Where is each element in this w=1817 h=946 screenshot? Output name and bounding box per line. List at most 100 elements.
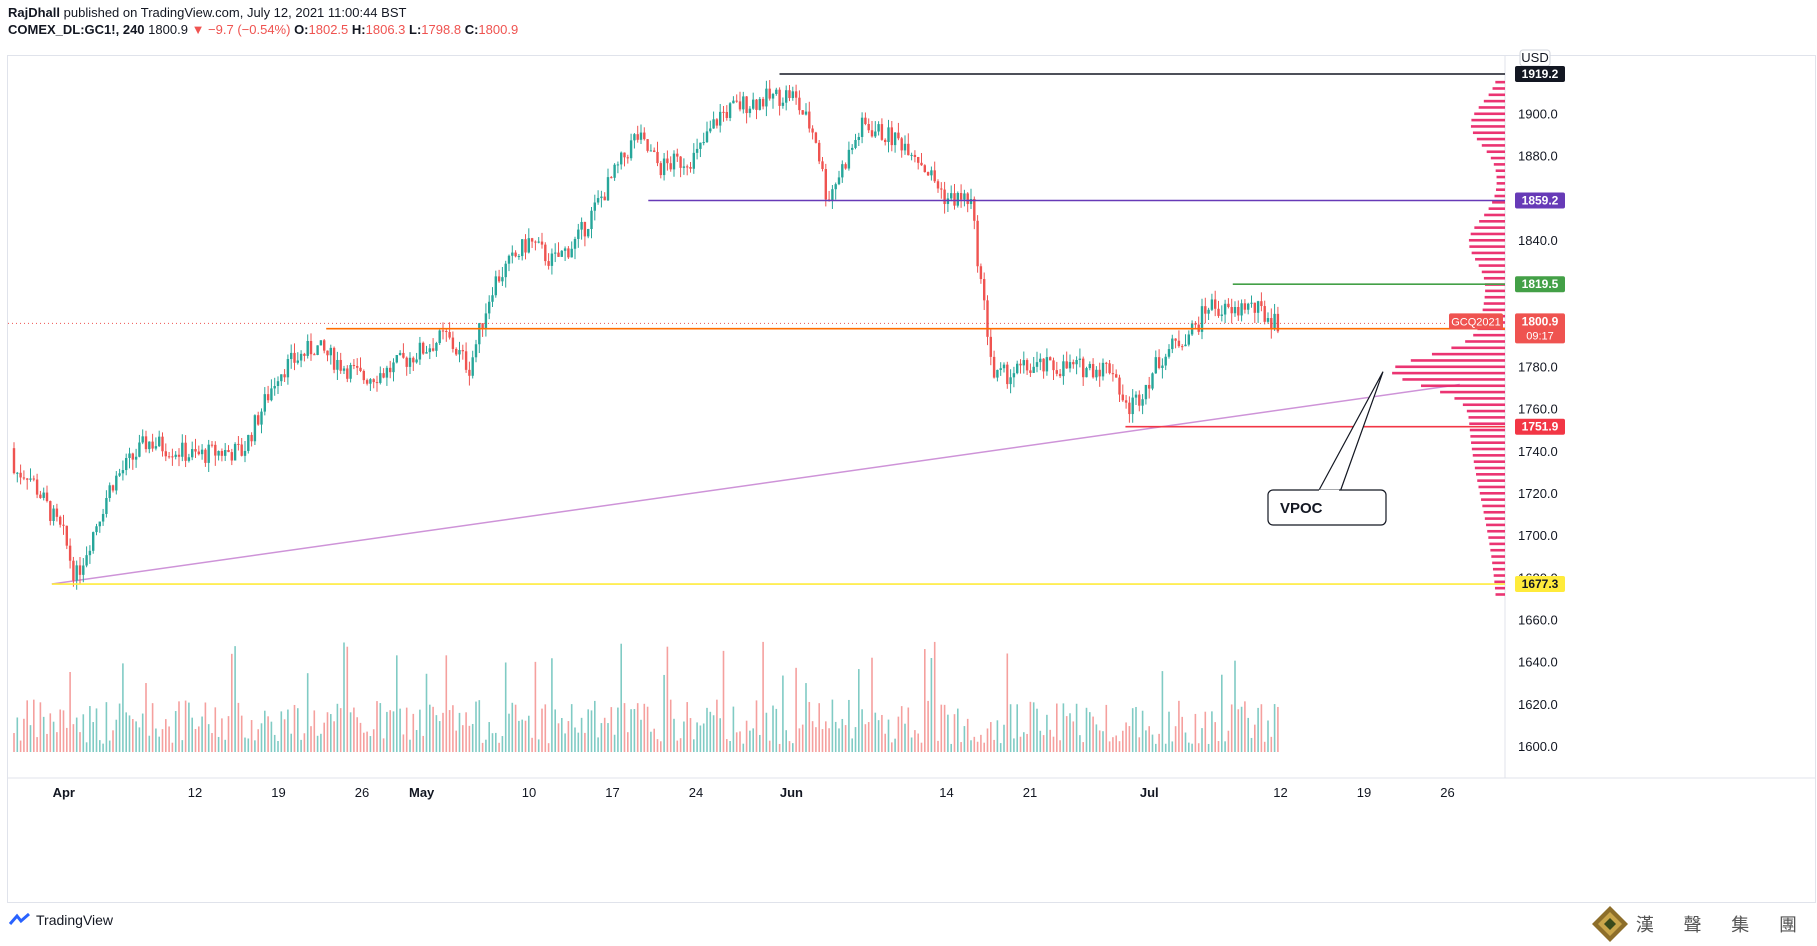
volume-bar bbox=[957, 708, 959, 752]
volume-bar bbox=[594, 700, 596, 752]
volume-bar bbox=[237, 702, 240, 752]
candle-body bbox=[389, 367, 392, 373]
candle-body bbox=[16, 472, 19, 474]
volume-bar bbox=[877, 720, 880, 752]
candle-body bbox=[903, 143, 907, 151]
candle-body bbox=[217, 451, 220, 456]
candle-body bbox=[702, 142, 705, 144]
author-name[interactable]: RajDhall bbox=[8, 5, 61, 20]
volume-bar bbox=[1207, 743, 1210, 752]
level-price-label: 1919.2 bbox=[1522, 67, 1559, 81]
volume-bar bbox=[669, 699, 672, 752]
candle-body bbox=[415, 359, 418, 363]
candle-body bbox=[775, 89, 778, 95]
volume-bar bbox=[85, 742, 88, 752]
candle-body bbox=[1042, 358, 1045, 372]
candle-body bbox=[748, 108, 752, 114]
volume-bar bbox=[330, 714, 332, 752]
candle-body bbox=[884, 139, 887, 143]
level-price-tag bbox=[1515, 576, 1565, 593]
volume-bar bbox=[914, 730, 916, 752]
volume-bar bbox=[953, 714, 956, 752]
volume-bar bbox=[838, 728, 840, 752]
candle-body bbox=[451, 337, 455, 349]
candle-body bbox=[356, 366, 359, 368]
candle-body bbox=[752, 99, 755, 109]
volume-bar bbox=[227, 716, 230, 752]
candle-body bbox=[128, 453, 131, 458]
volume-bar bbox=[828, 728, 830, 752]
candle-body bbox=[511, 252, 514, 256]
volume-bar bbox=[419, 709, 421, 752]
candle-body bbox=[299, 353, 303, 361]
volume-profile-bar bbox=[1474, 466, 1505, 470]
volume-profile-bar bbox=[1494, 580, 1505, 584]
candle-body bbox=[316, 345, 319, 355]
symbol-label[interactable]: COMEX_DL:GC1!, 240 bbox=[8, 22, 145, 37]
candle-body bbox=[375, 382, 379, 384]
candle-body bbox=[290, 352, 293, 360]
candle-body bbox=[431, 348, 435, 351]
volume-bar bbox=[871, 657, 873, 752]
volume-bar bbox=[1039, 730, 1042, 752]
volume-bar bbox=[1224, 741, 1226, 752]
footer-brand[interactable]: TradingView bbox=[8, 912, 113, 928]
candle-body bbox=[39, 494, 42, 498]
volume-bar bbox=[841, 718, 844, 752]
volume-bar bbox=[1135, 706, 1137, 752]
candle-body bbox=[346, 368, 349, 379]
volume-bar bbox=[570, 704, 573, 752]
candle-body bbox=[755, 99, 758, 110]
candle-body bbox=[781, 102, 785, 106]
volume-bar bbox=[686, 702, 688, 752]
level-price-label: 1677.3 bbox=[1522, 577, 1559, 591]
volume-bar bbox=[458, 712, 461, 752]
candle-body bbox=[1075, 360, 1078, 365]
volume-bar bbox=[122, 663, 124, 752]
volume-bar bbox=[795, 667, 797, 752]
candle-body bbox=[1151, 373, 1154, 389]
volume-profile-bar bbox=[1493, 574, 1505, 577]
volume-bar bbox=[171, 742, 174, 752]
candle-body bbox=[808, 111, 811, 129]
candle-body bbox=[1108, 363, 1111, 374]
candle-body bbox=[491, 295, 494, 302]
volume-bar bbox=[343, 642, 345, 752]
candle-body bbox=[537, 241, 540, 243]
candle-body bbox=[735, 100, 738, 102]
candle-body bbox=[283, 374, 286, 378]
volume-bar bbox=[174, 711, 177, 752]
volume-bar bbox=[1131, 708, 1134, 752]
volume-bar bbox=[16, 717, 19, 752]
chart-frame[interactable] bbox=[7, 55, 1816, 903]
volume-profile-bar bbox=[1479, 491, 1505, 495]
candle-body bbox=[669, 163, 672, 170]
candle-body bbox=[161, 436, 164, 452]
volume-bar bbox=[155, 728, 157, 752]
volume-bar bbox=[1115, 735, 1117, 752]
volume-bar bbox=[749, 730, 751, 752]
candle-body bbox=[953, 193, 956, 206]
volume-bar bbox=[1046, 714, 1048, 752]
volume-bar bbox=[600, 723, 603, 752]
volume-bar bbox=[834, 721, 837, 752]
volume-bar bbox=[683, 721, 685, 752]
candle-body bbox=[785, 90, 788, 103]
volume-profile-bar bbox=[1474, 112, 1505, 116]
candle-body bbox=[639, 132, 643, 140]
candle-body bbox=[240, 444, 243, 456]
candle-body bbox=[1263, 306, 1266, 322]
volume-bar bbox=[1108, 741, 1111, 752]
candle-body bbox=[554, 252, 557, 254]
volume-bar bbox=[1013, 738, 1015, 752]
x-tick-label: Jun bbox=[780, 785, 803, 800]
volume-bar bbox=[422, 735, 424, 752]
vpoc-label: VPOC bbox=[1280, 500, 1323, 517]
candle-body bbox=[1101, 362, 1105, 377]
candle-body bbox=[227, 450, 230, 453]
level-price-label: 1751.9 bbox=[1522, 420, 1559, 434]
candle-body bbox=[969, 198, 973, 205]
volume-bar bbox=[1273, 704, 1276, 752]
candle-body bbox=[1039, 358, 1042, 363]
